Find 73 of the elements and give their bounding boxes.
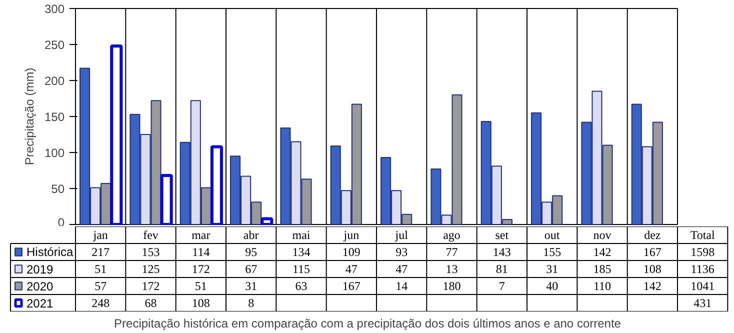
bar bbox=[210, 145, 223, 224]
data-label: 51 bbox=[194, 279, 207, 293]
data-label: 114 bbox=[192, 245, 210, 259]
x-tick-label: set bbox=[495, 228, 510, 242]
data-label: 180 bbox=[442, 279, 461, 293]
text: 431 bbox=[694, 296, 712, 310]
data-label: 153 bbox=[142, 245, 160, 259]
data-label: 167 bbox=[643, 245, 662, 259]
legend-label: 2019 bbox=[26, 262, 54, 276]
data-label: 93 bbox=[396, 245, 408, 259]
text: Precipitação histórica em comparação com a precipitação dos dois últimos anos e ano corrente bbox=[114, 316, 622, 330]
data-label: 77 bbox=[446, 245, 458, 259]
data-label: 110 bbox=[593, 279, 612, 293]
data-label: 155 bbox=[543, 245, 562, 259]
bar bbox=[160, 174, 173, 224]
data-label: 67 bbox=[245, 262, 258, 276]
y-tick-label: 300 bbox=[44, 2, 65, 16]
data-label: 109 bbox=[342, 245, 360, 259]
data-label: 108 bbox=[192, 296, 210, 310]
data-label: 81 bbox=[496, 262, 508, 276]
data-label: 142 bbox=[643, 279, 662, 293]
y-tick-label: 50 bbox=[51, 182, 65, 196]
data-label: 8 bbox=[248, 296, 254, 310]
data-label: 31 bbox=[245, 279, 258, 293]
data-label: 172 bbox=[192, 262, 210, 276]
x-tick-label: nov bbox=[593, 228, 612, 242]
x-tick-label: abr bbox=[243, 228, 259, 242]
data-label: 31 bbox=[546, 262, 558, 276]
data-label: 14 bbox=[396, 279, 408, 293]
data-label: 142 bbox=[593, 245, 612, 259]
legend-label: Histórica bbox=[26, 245, 74, 259]
data-label: 134 bbox=[292, 245, 310, 259]
data-label: 217 bbox=[92, 245, 110, 259]
data-label: 47 bbox=[345, 262, 358, 276]
bar bbox=[260, 217, 274, 224]
data-label: 185 bbox=[593, 262, 612, 276]
text: Total bbox=[690, 228, 716, 242]
bar bbox=[110, 44, 123, 224]
data-label: 172 bbox=[142, 279, 160, 293]
x-tick-label: out bbox=[544, 228, 560, 242]
y-tick-label: 150 bbox=[44, 110, 65, 124]
data-label: 95 bbox=[245, 245, 258, 259]
data-label: 248 bbox=[92, 296, 110, 310]
x-tick-label: fev bbox=[143, 228, 158, 242]
legend-label: 2020 bbox=[26, 280, 54, 294]
data-label: 13 bbox=[446, 262, 458, 276]
data-label: 40 bbox=[546, 279, 558, 293]
data-label: 7 bbox=[498, 279, 505, 293]
y-tick-label: 250 bbox=[44, 38, 65, 52]
x-tick-label: jul bbox=[394, 228, 409, 242]
text: 1136 bbox=[690, 262, 714, 276]
data-label: 167 bbox=[342, 279, 360, 293]
data-label: 47 bbox=[396, 262, 408, 276]
text: 1598 bbox=[690, 245, 715, 259]
text: 1041 bbox=[690, 279, 715, 293]
y-axis-title: Precipitação (mm) bbox=[22, 68, 36, 166]
legend-label: 2021 bbox=[26, 296, 54, 310]
data-label: 63 bbox=[295, 279, 308, 293]
y-tick-label: 200 bbox=[44, 74, 65, 88]
x-tick-label: mar bbox=[192, 228, 210, 242]
data-label: 108 bbox=[643, 262, 662, 276]
x-tick-label: ago bbox=[443, 228, 460, 242]
x-tick-label: jun bbox=[342, 228, 360, 242]
data-label: 51 bbox=[94, 262, 107, 276]
x-tick-label: jan bbox=[92, 228, 108, 242]
data-label: 57 bbox=[94, 279, 107, 293]
x-tick-label: mai bbox=[292, 228, 311, 242]
data-label: 143 bbox=[492, 245, 511, 259]
y-tick-label: 100 bbox=[44, 146, 65, 160]
data-label: 125 bbox=[142, 262, 160, 276]
data-label: 68 bbox=[144, 296, 157, 310]
data-label: 115 bbox=[292, 262, 310, 276]
x-tick-label: dez bbox=[644, 228, 661, 242]
